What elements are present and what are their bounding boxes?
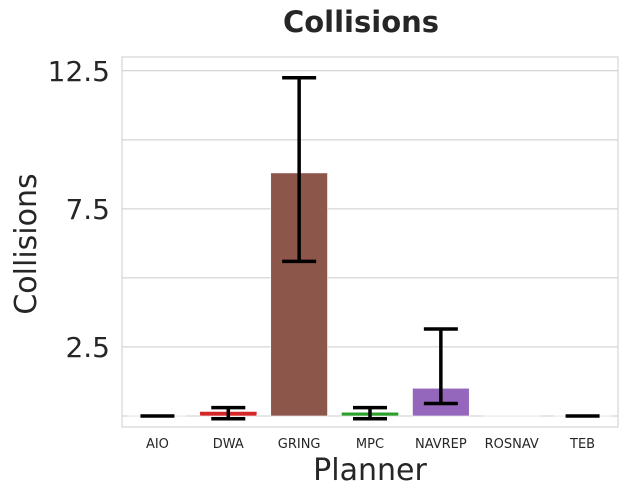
plot-frame [121,56,619,428]
x-tick-label: MPC [356,437,384,452]
x-tick-label: NAVREP [415,437,467,452]
x-tick-label: DWA [213,437,244,452]
y-axis-label: Collisions [9,173,44,314]
x-tick-label: ROSNAV [485,437,539,452]
y-tick-label: 12.5 [48,55,110,88]
x-tick-label: TEB [569,437,595,452]
y-tick-label: 2.5 [65,331,110,364]
y-tick-label: 7.5 [65,193,110,226]
x-tick-label: AIO [146,437,169,452]
chart-title: Collisions [283,5,439,39]
x-tick-label: GRING [278,437,321,452]
x-axis-label: Planner [313,453,427,488]
plot-area: 2.5 7.5 12.5 AIO DWA GRING MPC NAVREP ROSNAV TEB [48,55,619,452]
